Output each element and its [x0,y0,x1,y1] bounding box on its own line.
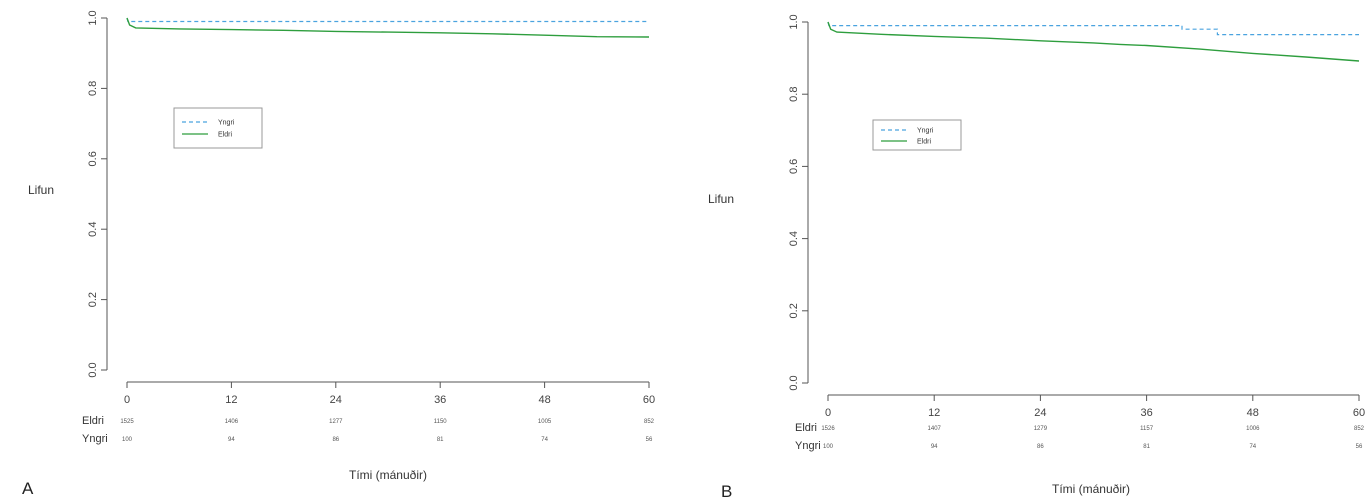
legend-box [872,119,962,151]
risk-count: 81 [1143,444,1150,450]
risk-count: 1407 [928,426,942,432]
y-tick-label: 0.2 [788,303,800,318]
x-tick-label: 0 [825,407,831,419]
risk-count: 1525 [120,419,134,425]
y-axis-title: Lifun [28,183,54,197]
risk-count: 74 [1249,444,1256,450]
y-tick-label: 0.4 [87,222,99,237]
x-tick-label: 24 [1034,407,1046,419]
x-tick-label: 36 [434,394,446,406]
y-tick-label: 0.2 [87,292,99,307]
x-tick-label: 48 [1247,407,1259,419]
risk-row-label-yngri: Yngri [82,433,108,445]
y-tick-label: 0.6 [87,151,99,166]
x-tick-label: 12 [928,407,940,419]
x-tick-label: 0 [124,394,130,406]
panel-letter: B [721,482,732,499]
y-tick-label: 0.4 [788,231,800,246]
y-tick-label: 1.0 [87,10,99,25]
series-line-yngri [126,17,649,23]
risk-count: 74 [541,437,548,443]
risk-row-label-eldri: Eldri [795,422,817,434]
x-tick-label: 12 [225,394,237,406]
y-tick-label: 0.6 [788,159,800,174]
legend-label-yngri: Yngri [218,120,235,127]
risk-count: 94 [228,437,235,443]
chart-panel-b: 0.0 0.2 0.4 0.6 0.8 1.0 0 12 24 36 48 60 Yngri Eldri E… [708,14,1365,499]
y-tick-label: 0.0 [788,375,800,390]
risk-row-label-eldri: Eldri [82,415,104,427]
y-axis-title: Lifun [708,192,734,206]
risk-count: 1526 [821,426,835,432]
x-axis-title: Tími (mánuðir) [1052,482,1130,496]
risk-count: 56 [646,437,653,443]
risk-count: 852 [644,419,655,425]
x-tick-label: 48 [538,394,550,406]
legend: Yngri Eldri [872,119,962,151]
risk-count: 1277 [329,419,343,425]
risk-count: 86 [332,437,339,443]
x-tick-label: 36 [1140,407,1152,419]
risk-count: 1005 [538,419,552,425]
x-axis-title: Tími (mánuðir) [349,468,427,482]
y-tick-label: 0.0 [87,362,99,377]
risk-count: 1279 [1034,426,1048,432]
y-tick-label: 0.8 [788,87,800,102]
x-tick-label: 60 [643,394,655,406]
series-line-eldri [126,17,650,38]
x-tick-label: 60 [1353,407,1365,419]
risk-count: 94 [931,444,938,450]
risk-count: 81 [437,437,444,443]
series-line-eldri [827,21,1360,62]
chart-panel-a: 0.0 0.2 0.4 0.6 0.8 1.0 0 12 24 36 48 60 Yngri Eldri E… [22,10,655,498]
risk-row-label-yngri: Yngri [795,440,821,452]
risk-count: 1150 [434,419,448,425]
risk-count: 86 [1037,444,1044,450]
risk-count: 852 [1354,426,1365,432]
risk-count: 1406 [225,419,239,425]
risk-count: 56 [1356,444,1363,450]
risk-count: 1006 [1246,426,1260,432]
legend-label-yngri: Yngri [917,128,934,135]
risk-count: 100 [122,437,133,443]
legend-box [173,107,263,149]
legend-label-eldri: Eldri [917,139,931,146]
legend: Yngri Eldri [173,107,263,149]
y-tick-label: 0.8 [87,81,99,96]
risk-count: 100 [823,444,834,450]
series-line-yngri [827,21,1359,36]
risk-count: 1157 [1140,426,1154,432]
x-tick-label: 24 [330,394,342,406]
panel-letter: A [22,479,34,498]
y-tick-label: 1.0 [788,14,800,29]
legend-label-eldri: Eldri [218,132,232,139]
